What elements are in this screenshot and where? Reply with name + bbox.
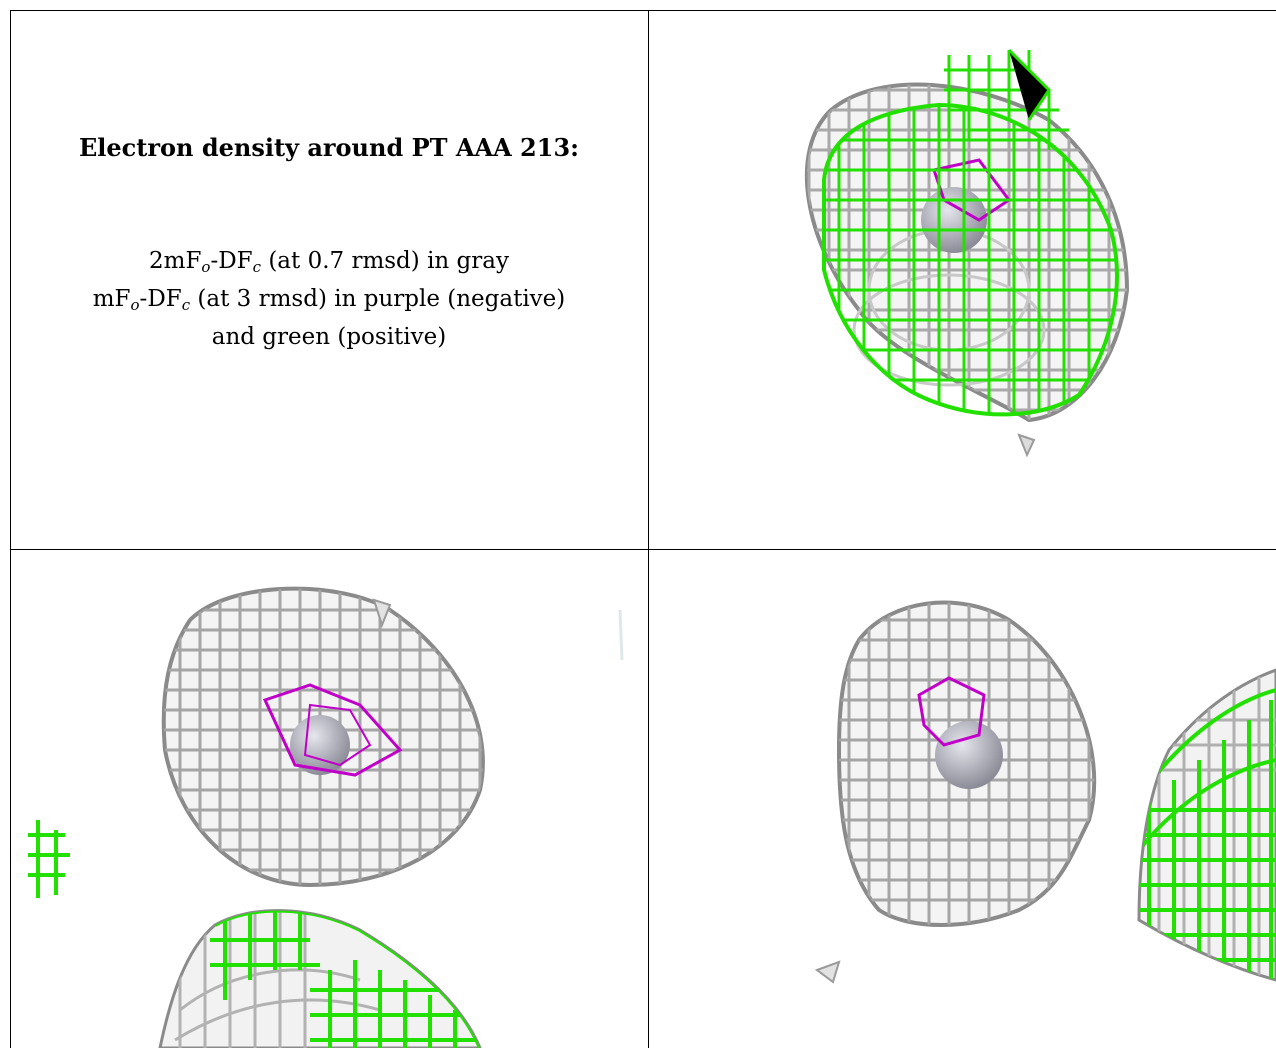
legend-text: -DF	[139, 286, 182, 312]
small-density-blob	[1017, 433, 1036, 458]
legend-line-2fofc: 2mFo-DFc (at 0.7 rmsd) in gray	[10, 245, 648, 283]
faint-mesh-fragment	[618, 609, 624, 661]
legend-line-fofc: mFo-DFc (at 3 rmsd) in purple (negative)	[10, 283, 648, 321]
view-2-canvas	[28, 586, 624, 1048]
2fofc-mesh-lower	[158, 909, 482, 1048]
legend-line-colors: and green (positive)	[211, 324, 447, 350]
figure-grid: Electron density around PT AAA 213: 2mFo…	[10, 10, 1276, 1048]
small-density-blob	[372, 598, 392, 628]
density-view-2	[10, 550, 648, 1048]
caption-panel: Electron density around PT AAA 213: 2mFo…	[10, 10, 648, 549]
2fofc-mesh-right	[1137, 668, 1276, 982]
density-view-1	[649, 10, 1276, 549]
legend-subscript: o	[201, 258, 211, 276]
table-border-center	[648, 10, 649, 1048]
map-legend: 2mFo-DFc (at 0.7 rmsd) in gray mFo-DFc (…	[10, 245, 648, 353]
fofc-negative-mesh-inner	[303, 703, 372, 767]
density-view-3	[649, 550, 1276, 1048]
atom-sphere	[290, 715, 350, 775]
legend-text: -DF	[210, 248, 253, 274]
legend-subscript: o	[130, 296, 140, 314]
table-border-top	[10, 10, 1276, 11]
fofc-negative-mesh	[262, 683, 403, 777]
figure-title: Electron density around PT AAA 213:	[78, 133, 580, 162]
fofc-negative-mesh	[917, 676, 986, 747]
table-border-middle	[10, 549, 1276, 550]
legend-text: 2mF	[149, 248, 202, 274]
fofc-positive-fragment	[28, 820, 70, 898]
view-1-canvas	[804, 48, 1130, 458]
table-border-left	[10, 10, 11, 1048]
fofc-negative-mesh	[932, 158, 1012, 222]
legend-text: mF	[92, 286, 131, 312]
legend-text: (at 3 rmsd) in purple (negative)	[190, 286, 566, 312]
legend-subscript: c	[252, 258, 262, 276]
legend-text: (at 0.7 rmsd) in gray	[261, 248, 509, 274]
legend-subscript: c	[181, 296, 191, 314]
small-density-blob	[814, 960, 841, 984]
fofc-positive-mesh	[822, 48, 1119, 417]
view-3-canvas	[814, 600, 1276, 984]
atom-sphere	[935, 721, 1003, 789]
